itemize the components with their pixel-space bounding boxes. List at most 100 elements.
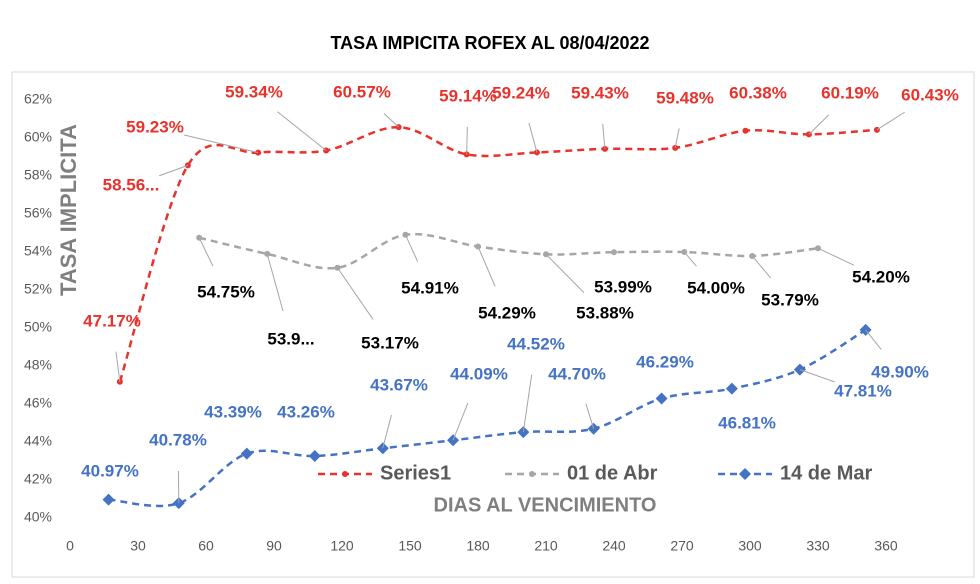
y-tick-label: 58% (24, 167, 52, 183)
leader-line (266, 253, 284, 312)
data-label: 54.20% (852, 267, 910, 286)
data-label: 59.24% (492, 83, 550, 102)
data-label: 59.14% (439, 86, 497, 105)
leader-line (184, 134, 259, 154)
series-line (198, 232, 819, 270)
data-label: 44.52% (507, 334, 565, 353)
data-label: 46.81% (718, 413, 776, 432)
leader-line (683, 251, 697, 267)
y-tick-label: 56% (24, 205, 52, 221)
leader-line (405, 234, 419, 262)
x-tick-label: 60 (198, 538, 214, 554)
legend-marker (342, 471, 348, 477)
data-label: 59.48% (656, 88, 714, 107)
data-label: 59.34% (225, 82, 283, 101)
x-tick-label: 0 (66, 538, 74, 554)
leader-line (817, 247, 855, 266)
leader-line (159, 164, 189, 177)
leader-line (466, 126, 468, 155)
leader-line (452, 402, 469, 441)
data-label: 54.75% (197, 282, 255, 301)
leader-line (477, 246, 496, 287)
data-label: 54.29% (478, 303, 536, 322)
data-point (102, 493, 115, 506)
leader-line (545, 253, 585, 294)
leader-line (808, 114, 829, 135)
data-label: 53.79% (761, 290, 819, 309)
data-label: 44.09% (450, 364, 508, 383)
data-label: 54.00% (687, 278, 745, 297)
data-label: 60.57% (333, 82, 391, 101)
data-label: 44.70% (548, 364, 606, 383)
y-tick-label: 52% (24, 281, 52, 297)
leader-line (337, 267, 374, 320)
data-label: 58.56... (103, 175, 160, 194)
x-tick-label: 240 (602, 538, 626, 554)
legend-label: 01 de Abr (567, 462, 658, 484)
x-tick-label: 210 (534, 538, 558, 554)
data-label: 43.26% (277, 402, 335, 421)
leader-line (876, 111, 905, 131)
leader-line (585, 403, 595, 429)
x-tick-label: 120 (330, 538, 354, 554)
leader-line (522, 374, 533, 433)
leader-line (674, 128, 680, 148)
leader-line (383, 113, 400, 128)
data-label: 54.91% (401, 278, 459, 297)
data-label: 40.78% (149, 430, 207, 449)
leader-line (751, 255, 772, 279)
leader-line (799, 369, 835, 383)
y-tick-label: 62% (24, 91, 52, 107)
x-tick-label: 150 (398, 538, 422, 554)
legend-label: 14 de Mar (780, 462, 872, 484)
y-tick-label: 48% (24, 357, 52, 373)
data-point (742, 127, 749, 134)
data-label: 60.38% (729, 83, 787, 102)
data-label: 40.97% (81, 461, 139, 480)
data-label: 47.81% (834, 381, 892, 400)
x-tick-label: 270 (670, 538, 694, 554)
x-axis-title: DIAS AL VENCIMIENTO (434, 494, 657, 516)
data-point (240, 447, 253, 460)
data-label: 53.99% (594, 277, 652, 296)
x-tick-label: 180 (466, 538, 490, 554)
x-tick-label: 330 (806, 538, 830, 554)
x-tick-label: 360 (874, 538, 898, 554)
leader-line (865, 329, 882, 350)
data-point (725, 382, 738, 395)
data-label: 59.43% (571, 83, 629, 102)
data-label: 49.90% (871, 362, 929, 381)
data-label: 43.67% (370, 375, 428, 394)
data-label: 43.39% (204, 402, 262, 421)
leader-line (115, 351, 121, 382)
leader-line (528, 122, 538, 153)
y-tick-label: 40% (24, 509, 52, 525)
y-tick-label: 60% (24, 129, 52, 145)
leader-line (277, 111, 327, 151)
data-point (611, 249, 617, 256)
chart-title: TASA IMPICITA ROFEX AL 08/04/2022 (330, 33, 649, 53)
data-label: 53.17% (361, 333, 419, 352)
x-tick-label: 30 (130, 538, 146, 554)
y-tick-label: 44% (24, 433, 52, 449)
legend-label: Series1 (380, 462, 451, 484)
data-label: 53.9... (267, 329, 314, 348)
data-point (308, 450, 321, 463)
chart-border (11, 71, 975, 578)
leader-line (198, 237, 214, 267)
y-tick-label: 54% (24, 243, 52, 259)
x-tick-label: 90 (266, 538, 282, 554)
data-label: 47.17% (83, 311, 141, 330)
leader-line (382, 414, 392, 449)
y-tick-label: 50% (24, 319, 52, 335)
legend-marker (529, 471, 535, 477)
y-tick-label: 42% (24, 471, 52, 487)
legend-marker (739, 468, 751, 480)
y-tick-label: 46% (24, 395, 52, 411)
x-tick-label: 300 (738, 538, 762, 554)
y-axis-title: TASA IMPLICITA (56, 124, 81, 296)
data-label: 60.19% (821, 83, 879, 102)
data-label: 59.23% (126, 117, 184, 136)
